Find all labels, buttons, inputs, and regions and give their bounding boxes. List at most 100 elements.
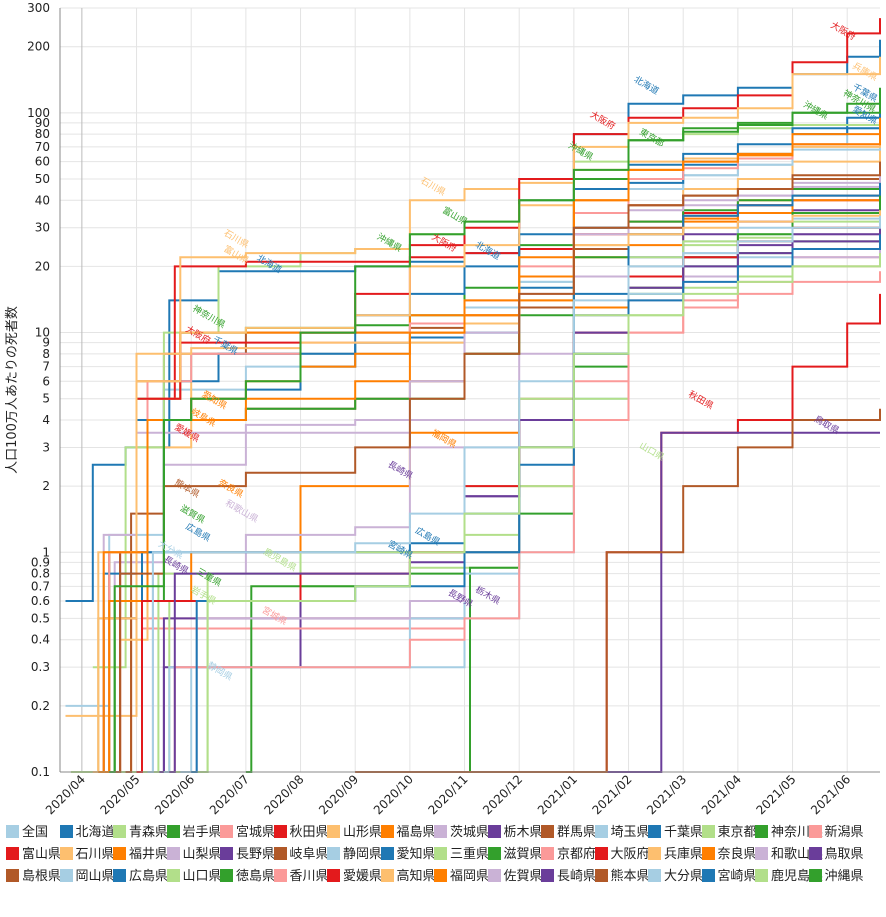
legend-item[interactable]: 石川県 xyxy=(59,844,115,866)
series-annotation: 岩手県 xyxy=(189,583,218,607)
legend-label: 静岡県 xyxy=(343,847,383,862)
legend-label: 熊本県 xyxy=(610,869,650,884)
legend-item[interactable]: 福井県 xyxy=(113,844,168,866)
legend-item[interactable]: 島根県 xyxy=(6,866,61,888)
legend-item[interactable]: 広島県 xyxy=(113,866,168,888)
legend-item[interactable]: 静岡県 xyxy=(327,844,383,866)
legend-item[interactable]: 兵庫県 xyxy=(648,844,703,866)
legend-item[interactable]: 富山県 xyxy=(6,844,61,866)
y-tick-label: 5 xyxy=(42,392,50,406)
legend-item[interactable]: 長崎県 xyxy=(541,866,597,888)
legend-swatch xyxy=(648,847,661,860)
series-line-埼玉県 xyxy=(92,134,881,773)
legend-item[interactable]: 宮崎県 xyxy=(701,866,757,888)
legend-item[interactable]: 山梨県 xyxy=(166,844,222,866)
y-tick-label: 8 xyxy=(42,347,50,361)
x-tick-label: 2021/06 xyxy=(808,772,853,817)
legend-item[interactable]: 高知県 xyxy=(380,866,436,888)
legend-item[interactable]: 滋賀県 xyxy=(487,844,543,866)
legend-item[interactable]: 徳島県 xyxy=(220,866,276,888)
legend-item[interactable]: 青森県 xyxy=(113,822,169,844)
series-annotation: 宮城県 xyxy=(260,604,289,628)
legend-item[interactable]: 新潟県 xyxy=(808,822,864,844)
legend-item[interactable]: 宮城県 xyxy=(220,822,275,844)
legend-label: 山口県 xyxy=(182,869,222,884)
legend-item[interactable]: 愛媛県 xyxy=(327,866,383,888)
series-annotation: 愛知県 xyxy=(200,388,229,412)
legend-swatch xyxy=(701,847,715,860)
legend-item[interactable]: 秋田県 xyxy=(273,822,329,844)
legend-item[interactable]: 福岡県 xyxy=(434,866,489,888)
legend-item[interactable]: 鳥取県 xyxy=(808,844,864,866)
y-tick-label: 0.7 xyxy=(31,579,50,593)
legend-item[interactable]: 沖縄県 xyxy=(808,866,864,888)
x-tick-label: 2021/03 xyxy=(644,772,689,817)
series-annotation: 沖縄県 xyxy=(375,231,404,255)
legend-item[interactable]: 三重県 xyxy=(434,844,489,866)
series-line-山口県 xyxy=(152,257,881,773)
legend-item[interactable]: 長野県 xyxy=(220,844,275,866)
legend-item[interactable]: 大分県 xyxy=(648,866,703,888)
legend-item[interactable]: 鹿児島県 xyxy=(755,866,823,888)
series-line-山梨県 xyxy=(147,227,881,773)
legend-item[interactable]: 愛知県 xyxy=(380,844,436,866)
legend-item[interactable]: 岩手県 xyxy=(166,822,222,844)
y-tick-label: 200 xyxy=(27,40,50,54)
legend-item[interactable]: 福島県 xyxy=(380,822,436,844)
legend-item[interactable]: 群馬県 xyxy=(541,822,597,844)
legend-swatch xyxy=(380,869,394,882)
y-tick-label: 9 xyxy=(42,336,50,350)
legend-item[interactable]: 茨城県 xyxy=(434,822,489,844)
legend-item[interactable]: 山口県 xyxy=(166,866,222,888)
series-line-秋田県 xyxy=(409,293,881,773)
legend-label: 愛媛県 xyxy=(343,869,383,884)
legend-item[interactable]: 埼玉県 xyxy=(594,822,650,844)
series-annotation: 沖縄県 xyxy=(566,139,595,163)
legend-swatch xyxy=(594,825,608,838)
legend-item[interactable]: 北海道 xyxy=(59,822,115,844)
y-tick-label: 0.5 xyxy=(31,611,50,625)
legend-item[interactable]: 岐阜県 xyxy=(273,844,329,866)
legend-item[interactable]: 山形県 xyxy=(327,822,382,844)
y-tick-label: 50 xyxy=(35,172,50,186)
legend-swatch xyxy=(113,869,126,882)
legend-item[interactable]: 奈良県 xyxy=(701,844,757,866)
series-line-三重県 xyxy=(163,205,881,773)
legend-label: 鳥取県 xyxy=(824,847,864,862)
legend-label: 群馬県 xyxy=(557,825,597,840)
legend-label: 青森県 xyxy=(129,825,169,840)
legend-swatch xyxy=(541,847,554,860)
x-tick-label: 2020/06 xyxy=(152,772,197,817)
series-annotation: 岐阜県 xyxy=(189,405,218,429)
legend-item[interactable]: 千葉県 xyxy=(648,822,703,844)
legend-item[interactable]: 京都府 xyxy=(541,844,596,866)
legend-item[interactable]: 岡山県 xyxy=(59,866,115,888)
legend-item[interactable]: 香川県 xyxy=(273,866,329,888)
series-line-兵庫県 xyxy=(92,56,881,773)
legend-label: 栃木県 xyxy=(503,825,543,840)
legend-item[interactable]: 全国 xyxy=(6,822,60,844)
y-tick-label: 10 xyxy=(35,326,50,340)
x-tick-label: 2021/02 xyxy=(589,772,634,817)
series-line-岡山県 xyxy=(163,241,881,773)
legend-swatch xyxy=(59,869,73,882)
legend-label: 徳島県 xyxy=(236,869,276,884)
legend-item[interactable]: 熊本県 xyxy=(594,866,650,888)
legend-swatch xyxy=(327,869,340,882)
legend-swatch xyxy=(755,825,768,838)
legend-swatch xyxy=(487,825,501,838)
legend-item[interactable]: 神奈川県 xyxy=(755,822,823,844)
series-annotation: 富山県 xyxy=(440,204,469,228)
legend-item[interactable]: 大阪府 xyxy=(594,844,650,866)
legend-item[interactable]: 東京都 xyxy=(701,822,757,844)
series-annotation: 北海道 xyxy=(473,239,502,263)
legend-swatch xyxy=(380,847,394,860)
y-tick-label: 7 xyxy=(42,360,50,374)
legend-item[interactable]: 佐賀県 xyxy=(487,866,543,888)
legend-label: 新潟県 xyxy=(824,825,864,840)
legend-item[interactable]: 栃木県 xyxy=(487,822,543,844)
series-annotation: 熊本県 xyxy=(173,476,202,500)
legend-item[interactable]: 和歌山県 xyxy=(755,844,823,866)
legend-label: 長崎県 xyxy=(557,869,597,884)
